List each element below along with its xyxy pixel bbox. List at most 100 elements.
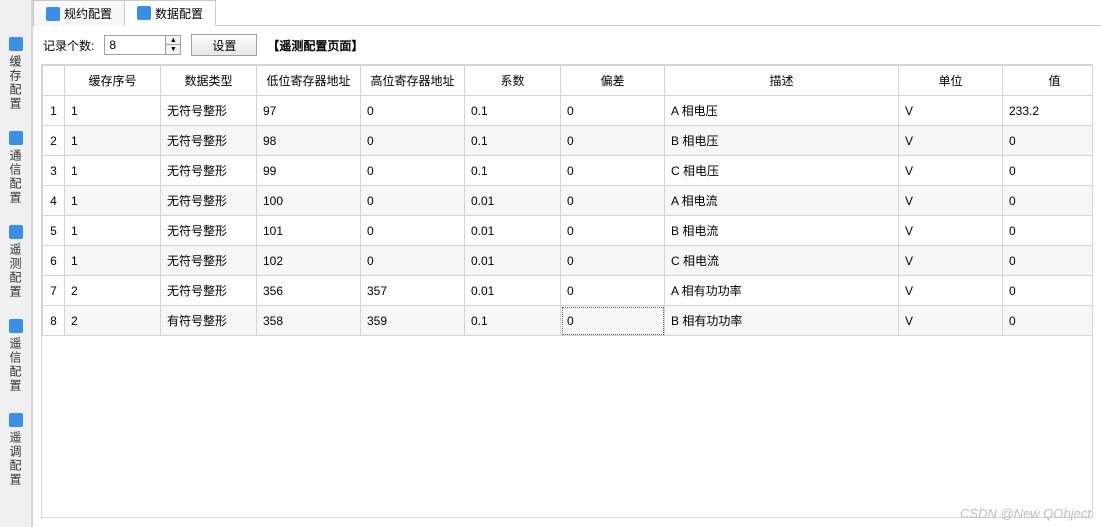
table-cell[interactable]: 1	[65, 156, 161, 186]
table-cell[interactable]: 0	[1003, 186, 1094, 216]
row-number[interactable]: 6	[43, 246, 65, 276]
table-cell[interactable]: B 相有功功率	[665, 306, 899, 336]
row-number[interactable]: 7	[43, 276, 65, 306]
table-cell[interactable]: A 相有功功率	[665, 276, 899, 306]
table-cell[interactable]: A 相电压	[665, 96, 899, 126]
table-cell[interactable]: 0.01	[465, 276, 561, 306]
table-cell[interactable]: 0	[561, 276, 665, 306]
sidetab-telemetry[interactable]: 遥测配置	[0, 216, 31, 308]
table-cell[interactable]: 0	[361, 126, 465, 156]
table-row[interactable]: 21无符号整形9800.10B 相电压V0	[43, 126, 1094, 156]
table-cell[interactable]: 98	[257, 126, 361, 156]
set-button[interactable]: 设置	[191, 34, 257, 56]
col-header[interactable]: 数据类型	[161, 66, 257, 96]
record-count-spinbox[interactable]: ▲ ▼	[104, 35, 181, 55]
col-header[interactable]: 缓存序号	[65, 66, 161, 96]
table-cell[interactable]: 2	[65, 306, 161, 336]
spin-up-button[interactable]: ▲	[166, 36, 180, 45]
table-cell[interactable]: 0.1	[465, 306, 561, 336]
table-cell[interactable]: 0.01	[465, 186, 561, 216]
table-cell[interactable]: V	[899, 306, 1003, 336]
table-cell[interactable]: 0.01	[465, 246, 561, 276]
table-cell[interactable]: 0	[361, 246, 465, 276]
table-cell[interactable]: 无符号整形	[161, 246, 257, 276]
table-cell[interactable]: 100	[257, 186, 361, 216]
table-cell[interactable]: V	[899, 246, 1003, 276]
table-cell[interactable]: 0	[561, 216, 665, 246]
table-cell[interactable]: V	[899, 276, 1003, 306]
table-cell[interactable]: 0	[561, 246, 665, 276]
table-cell[interactable]: 1	[65, 216, 161, 246]
table-row[interactable]: 72无符号整形3563570.010A 相有功功率V0	[43, 276, 1094, 306]
table-cell[interactable]: 有符号整形	[161, 306, 257, 336]
table-cell[interactable]: 无符号整形	[161, 156, 257, 186]
col-header[interactable]: 高位寄存器地址	[361, 66, 465, 96]
table-cell[interactable]: 0.1	[465, 126, 561, 156]
table-cell[interactable]: 0.1	[465, 156, 561, 186]
table-cell[interactable]: 0.01	[465, 216, 561, 246]
sidetab-telesignal[interactable]: 遥信配置	[0, 310, 31, 402]
table-cell[interactable]: 0	[561, 96, 665, 126]
table-cell[interactable]: V	[899, 156, 1003, 186]
table-cell[interactable]: 0	[361, 216, 465, 246]
table-cell[interactable]: 无符号整形	[161, 186, 257, 216]
table-cell[interactable]: 97	[257, 96, 361, 126]
table-cell[interactable]: 0	[561, 156, 665, 186]
table-cell[interactable]: 0	[1003, 276, 1094, 306]
table-cell[interactable]: 2	[65, 276, 161, 306]
table-cell[interactable]: 1	[65, 96, 161, 126]
table-cell[interactable]: 101	[257, 216, 361, 246]
table-cell[interactable]: 0	[1003, 216, 1094, 246]
tab-data-config[interactable]: 数据配置	[124, 0, 216, 26]
table-cell[interactable]: B 相电流	[665, 216, 899, 246]
row-number[interactable]: 2	[43, 126, 65, 156]
table-cell[interactable]: 无符号整形	[161, 276, 257, 306]
col-header[interactable]: 低位寄存器地址	[257, 66, 361, 96]
table-cell[interactable]: 0.1	[465, 96, 561, 126]
record-count-input[interactable]	[105, 36, 165, 54]
sidetab-cache[interactable]: 缓存配置	[0, 28, 31, 120]
table-cell[interactable]: 356	[257, 276, 361, 306]
row-number[interactable]: 4	[43, 186, 65, 216]
sidetab-comm[interactable]: 通信配置	[0, 122, 31, 214]
table-cell[interactable]: 1	[65, 186, 161, 216]
row-number[interactable]: 5	[43, 216, 65, 246]
table-cell[interactable]: 1	[65, 126, 161, 156]
table-cell[interactable]: 0	[1003, 246, 1094, 276]
tab-protocol-config[interactable]: 规约配置	[33, 0, 125, 26]
col-header[interactable]: 系数	[465, 66, 561, 96]
table-cell[interactable]: 0	[561, 306, 665, 336]
table-cell[interactable]: C 相电压	[665, 156, 899, 186]
table-cell[interactable]: 0	[361, 96, 465, 126]
row-number[interactable]: 3	[43, 156, 65, 186]
table-cell[interactable]: 0	[561, 186, 665, 216]
table-row[interactable]: 11无符号整形9700.10A 相电压V233.2	[43, 96, 1094, 126]
table-row[interactable]: 31无符号整形9900.10C 相电压V0	[43, 156, 1094, 186]
row-number[interactable]: 8	[43, 306, 65, 336]
table-row[interactable]: 82有符号整形3583590.10B 相有功功率V0	[43, 306, 1094, 336]
table-cell[interactable]: 0	[1003, 126, 1094, 156]
table-cell[interactable]: 0	[561, 126, 665, 156]
table-cell[interactable]: V	[899, 216, 1003, 246]
table-cell[interactable]: 0	[361, 156, 465, 186]
table-cell[interactable]: 102	[257, 246, 361, 276]
table-cell[interactable]: 359	[361, 306, 465, 336]
table-cell[interactable]: 358	[257, 306, 361, 336]
table-cell[interactable]: V	[899, 126, 1003, 156]
spin-down-button[interactable]: ▼	[166, 45, 180, 54]
col-header[interactable]: 单位	[899, 66, 1003, 96]
table-cell[interactable]: 无符号整形	[161, 216, 257, 246]
table-row[interactable]: 61无符号整形10200.010C 相电流V0	[43, 246, 1094, 276]
table-row[interactable]: 41无符号整形10000.010A 相电流V0	[43, 186, 1094, 216]
table-cell[interactable]: A 相电流	[665, 186, 899, 216]
col-header[interactable]: 偏差	[561, 66, 665, 96]
table-cell[interactable]: 357	[361, 276, 465, 306]
table-cell[interactable]: 1	[65, 246, 161, 276]
table-cell[interactable]: B 相电压	[665, 126, 899, 156]
table-cell[interactable]: V	[899, 96, 1003, 126]
sidetab-teleadjust[interactable]: 遥调配置	[0, 404, 31, 496]
table-cell[interactable]: V	[899, 186, 1003, 216]
col-header[interactable]: 描述	[665, 66, 899, 96]
data-table[interactable]: 缓存序号 数据类型 低位寄存器地址 高位寄存器地址 系数 偏差 描述 单位 值 …	[42, 65, 1093, 336]
table-cell[interactable]: C 相电流	[665, 246, 899, 276]
